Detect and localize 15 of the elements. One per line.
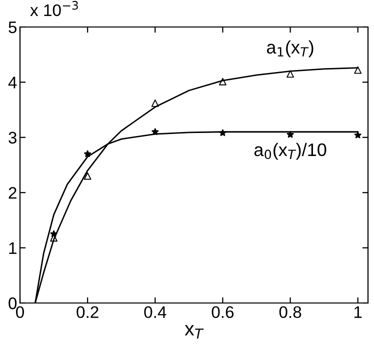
annotation: a$_{1}$(x$_{T}$) (266, 40, 314, 58)
x-tick-label: 0.6 (212, 306, 234, 318)
y-tick-label: 4 (8, 76, 17, 88)
x-tick-label: 1 (354, 306, 362, 318)
x-tick-label: 0.4 (144, 306, 166, 318)
annotation: a$_{0}$(x$_{T}$)/10 (254, 142, 326, 160)
y-tick-label: 2 (8, 187, 16, 199)
text: x 10$^{−3}$ (30, 0, 78, 16)
y-tick-label: 1 (9, 242, 16, 254)
y-tick-label: 0 (8, 297, 17, 310)
x-tick-label: 0.2 (76, 306, 98, 318)
y-tick-label: 3 (8, 132, 16, 144)
y-tick-label: 5 (8, 22, 17, 34)
x-axis-title: x$_{T}$ (184, 325, 204, 339)
x-tick-label: 0.8 (279, 306, 302, 318)
